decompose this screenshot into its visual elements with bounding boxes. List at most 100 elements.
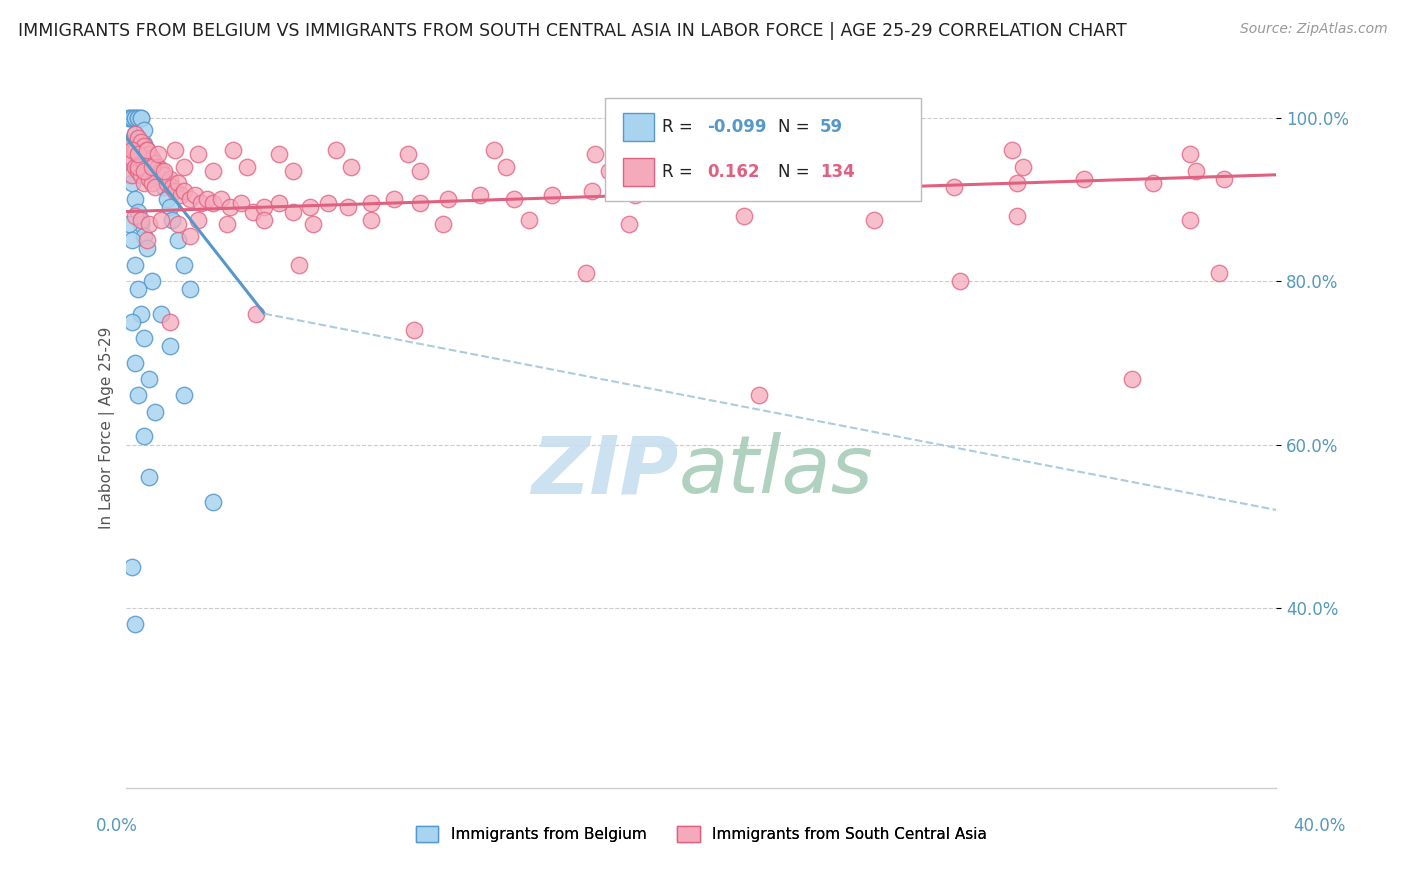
Point	[201, 196, 224, 211]
Point	[162, 212, 184, 227]
Point	[138, 147, 160, 161]
Point	[118, 152, 141, 166]
Point	[619, 217, 641, 231]
Point	[1007, 176, 1029, 190]
Point	[288, 258, 311, 272]
Point	[842, 147, 865, 161]
Point	[159, 339, 181, 353]
Point	[162, 180, 184, 194]
Point	[825, 180, 848, 194]
Point	[219, 201, 242, 215]
Point	[138, 217, 160, 231]
Point	[141, 160, 163, 174]
Point	[127, 282, 149, 296]
Point	[432, 217, 454, 231]
Point	[167, 233, 190, 247]
Text: 59: 59	[820, 119, 842, 136]
Point	[267, 196, 290, 211]
Point	[118, 168, 141, 182]
Point	[124, 209, 146, 223]
Point	[402, 323, 425, 337]
Point	[165, 184, 187, 198]
Text: ZIP: ZIP	[531, 433, 678, 510]
Point	[159, 201, 181, 215]
Point	[153, 163, 176, 178]
Point	[124, 356, 146, 370]
Point	[1073, 172, 1095, 186]
Point	[138, 372, 160, 386]
Point	[173, 388, 195, 402]
Point	[132, 176, 155, 190]
Text: 134: 134	[820, 163, 855, 181]
Point	[132, 331, 155, 345]
Point	[360, 196, 382, 211]
Point	[215, 217, 238, 231]
Point	[583, 147, 606, 161]
Text: N =: N =	[778, 163, 808, 181]
Point	[141, 176, 163, 190]
Point	[129, 135, 152, 149]
Point	[129, 111, 152, 125]
Point	[883, 176, 905, 190]
Point	[124, 111, 146, 125]
Point	[360, 212, 382, 227]
Point	[1213, 172, 1236, 186]
Point	[121, 176, 143, 190]
Point	[437, 192, 460, 206]
Point	[1012, 160, 1035, 174]
Point	[127, 388, 149, 402]
Point	[159, 315, 181, 329]
Point	[704, 143, 727, 157]
Point	[121, 168, 143, 182]
Point	[138, 172, 160, 186]
Legend: Immigrants from Belgium, Immigrants from South Central Asia: Immigrants from Belgium, Immigrants from…	[409, 821, 993, 848]
Point	[153, 168, 176, 182]
Point	[173, 160, 195, 174]
Point	[135, 241, 157, 255]
Point	[135, 143, 157, 157]
Point	[770, 184, 793, 198]
Point	[299, 201, 322, 215]
Text: R =: R =	[662, 119, 693, 136]
Point	[124, 127, 146, 141]
Point	[141, 152, 163, 166]
Point	[1007, 209, 1029, 223]
Text: R =: R =	[662, 163, 693, 181]
Point	[184, 188, 207, 202]
Point	[156, 192, 179, 206]
Text: -0.099: -0.099	[707, 119, 766, 136]
Point	[127, 160, 149, 174]
Point	[236, 160, 259, 174]
Point	[187, 147, 209, 161]
Point	[1208, 266, 1230, 280]
Point	[231, 196, 253, 211]
Point	[302, 217, 325, 231]
Point	[143, 160, 166, 174]
Point	[170, 188, 193, 202]
Point	[156, 176, 179, 190]
Point	[141, 155, 163, 169]
Point	[127, 111, 149, 125]
Point	[267, 147, 290, 161]
Point	[135, 143, 157, 157]
Point	[1121, 372, 1143, 386]
Point	[138, 147, 160, 161]
Point	[503, 192, 526, 206]
Point	[118, 111, 141, 125]
Point	[129, 168, 152, 182]
Point	[121, 233, 143, 247]
Point	[201, 163, 224, 178]
Point	[575, 266, 598, 280]
Point	[1001, 143, 1024, 157]
Point	[484, 143, 506, 157]
Point	[132, 136, 155, 151]
Point	[517, 212, 540, 227]
Point	[173, 184, 195, 198]
Text: IMMIGRANTS FROM BELGIUM VS IMMIGRANTS FROM SOUTH CENTRAL ASIA IN LABOR FORCE | A: IMMIGRANTS FROM BELGIUM VS IMMIGRANTS FR…	[18, 22, 1128, 40]
Point	[1178, 147, 1201, 161]
Point	[943, 180, 966, 194]
Point	[121, 111, 143, 125]
Point	[179, 192, 201, 206]
Point	[121, 560, 143, 574]
Point	[118, 111, 141, 125]
